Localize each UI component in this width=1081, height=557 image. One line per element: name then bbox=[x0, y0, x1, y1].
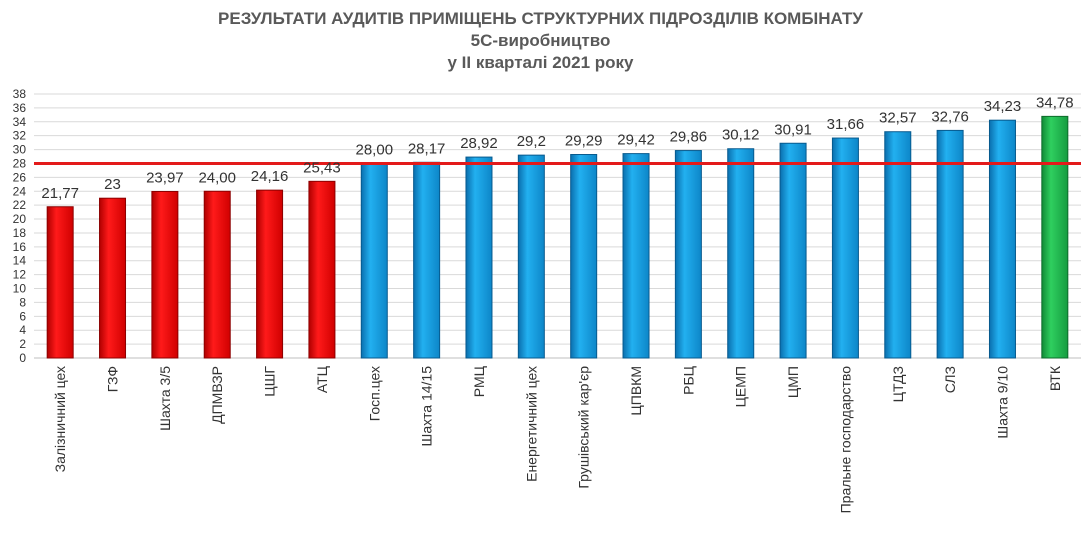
bars bbox=[46, 115, 1069, 359]
data-labels: 21,77 23 23,97 24,00 24,16 25,43 28,00 28,17 28,… bbox=[41, 94, 1073, 201]
x-tick-label: Шахта 9/10 bbox=[994, 366, 1010, 439]
data-label: 24,00 bbox=[198, 169, 236, 186]
bar bbox=[203, 190, 231, 359]
data-label: 28,17 bbox=[408, 140, 446, 157]
bar bbox=[727, 148, 755, 359]
data-label: 25,43 bbox=[303, 159, 341, 176]
y-tick-label: 12 bbox=[13, 268, 27, 282]
grid-lines bbox=[34, 93, 1081, 359]
y-tick-label: 34 bbox=[13, 115, 27, 129]
y-tick-label: 24 bbox=[13, 184, 27, 198]
bar bbox=[308, 180, 336, 359]
x-tick-label: РБЦ bbox=[680, 365, 696, 395]
data-label: 29,42 bbox=[617, 132, 655, 149]
y-tick-label: 2 bbox=[19, 337, 26, 351]
x-tick-label: Шахта 14/15 bbox=[419, 366, 435, 447]
y-tick-label: 10 bbox=[13, 282, 27, 296]
y-tick-label: 36 bbox=[13, 101, 27, 115]
data-label: 28,00 bbox=[356, 141, 394, 158]
data-label: 34,23 bbox=[984, 98, 1022, 115]
bar bbox=[46, 206, 74, 359]
data-label: 28,92 bbox=[460, 135, 498, 152]
bar bbox=[884, 131, 912, 359]
x-tick-label: СЛЗ bbox=[942, 366, 958, 393]
bar bbox=[99, 197, 127, 359]
y-tick-label: 26 bbox=[13, 170, 27, 184]
y-tick-label: 20 bbox=[13, 212, 27, 226]
bar bbox=[151, 190, 179, 359]
bar bbox=[256, 189, 284, 359]
bar bbox=[517, 154, 545, 359]
y-tick-label: 38 bbox=[13, 87, 27, 101]
data-label: 29,29 bbox=[565, 133, 603, 150]
data-label: 29,86 bbox=[670, 129, 708, 146]
x-tick-label: ЦШГ bbox=[262, 366, 278, 397]
data-label: 29,2 bbox=[517, 133, 546, 150]
bar bbox=[622, 153, 650, 359]
bar bbox=[831, 137, 859, 359]
data-label: 32,76 bbox=[931, 108, 969, 125]
y-tick-label: 30 bbox=[13, 143, 27, 157]
bar bbox=[360, 162, 388, 359]
y-tick-label: 6 bbox=[19, 309, 26, 323]
y-tick-label: 18 bbox=[13, 226, 27, 240]
y-tick-label: 22 bbox=[13, 198, 27, 212]
x-tick-label: ЦЕМП bbox=[733, 366, 749, 407]
data-label: 31,66 bbox=[827, 116, 865, 133]
x-tick-label: ВТК bbox=[1047, 365, 1063, 391]
y-tick-label: 4 bbox=[19, 323, 26, 337]
bar bbox=[570, 154, 598, 359]
y-tick-label: 0 bbox=[19, 351, 26, 365]
x-tick-label: ЦТДЗ bbox=[890, 366, 906, 402]
x-tick-label: АТЦ bbox=[314, 365, 330, 393]
bar bbox=[1041, 115, 1069, 359]
data-label: 23,97 bbox=[146, 169, 184, 186]
data-label: 30,91 bbox=[774, 121, 812, 138]
bar bbox=[936, 129, 964, 359]
x-tick-label: Енергетичний цех bbox=[523, 366, 539, 482]
chart-title: РЕЗУЛЬТАТИ АУДИТІВ ПРИМІЩЕНЬ СТРУКТУРНИХ… bbox=[218, 9, 863, 28]
bar bbox=[413, 161, 441, 359]
x-tick-label: Госп.цех bbox=[366, 366, 382, 421]
bar bbox=[988, 119, 1016, 359]
data-label: 34,78 bbox=[1036, 94, 1074, 111]
chart-titles: РЕЗУЛЬТАТИ АУДИТІВ ПРИМІЩЕНЬ СТРУКТУРНИХ… bbox=[0, 8, 1081, 74]
data-label: 24,16 bbox=[251, 168, 289, 185]
x-tick-label: Шахта 3/5 bbox=[157, 366, 173, 431]
bar bbox=[674, 150, 702, 359]
x-tick-label: ГЗФ bbox=[105, 366, 121, 392]
bar bbox=[779, 142, 807, 359]
x-tick-label: РМЦ bbox=[471, 365, 487, 397]
x-axis: Залізничний цех ГЗФ Шахта 3/5 ДПМВЗР ЦШГ АТЦ Г… bbox=[52, 365, 1063, 513]
x-tick-label: Пральне господарство bbox=[837, 366, 853, 514]
x-tick-label: Грушівський кар'єр bbox=[576, 366, 592, 489]
chart-subtitle-period: у ІІ кварталі 2021 року bbox=[447, 53, 634, 72]
x-tick-label: ЦМП bbox=[785, 366, 801, 398]
data-label: 32,57 bbox=[879, 110, 917, 127]
y-tick-label: 28 bbox=[13, 156, 27, 170]
x-tick-label: Залізничний цех bbox=[52, 366, 68, 472]
data-label: 23 bbox=[104, 176, 121, 193]
bar bbox=[465, 156, 493, 359]
y-tick-label: 16 bbox=[13, 240, 27, 254]
x-tick-label: ЦПВКМ bbox=[628, 366, 644, 416]
data-label: 30,12 bbox=[722, 127, 760, 144]
y-tick-label: 14 bbox=[13, 254, 27, 268]
y-tick-label: 8 bbox=[19, 295, 26, 309]
chart-subtitle: 5С-виробництво bbox=[470, 31, 611, 50]
y-tick-label: 32 bbox=[13, 129, 27, 143]
data-label: 21,77 bbox=[41, 185, 79, 202]
x-tick-label: ДПМВЗР bbox=[209, 366, 225, 424]
